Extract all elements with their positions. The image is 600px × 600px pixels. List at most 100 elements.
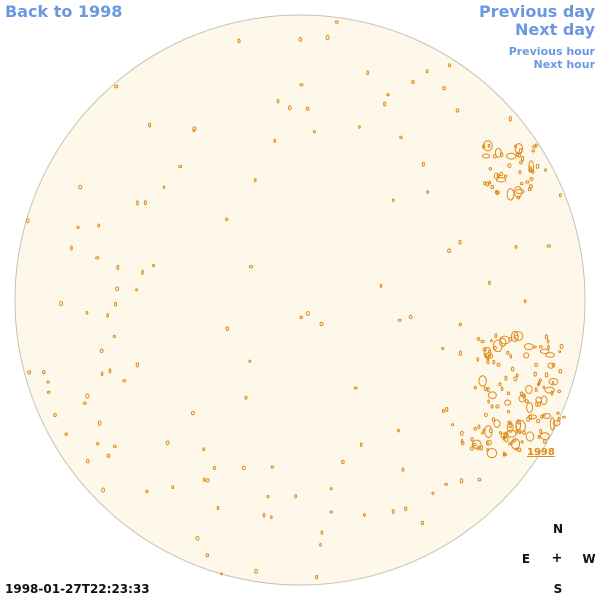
- contour-speck: [472, 442, 477, 447]
- contour-speck: [85, 311, 89, 315]
- contour-speck: [25, 218, 30, 224]
- contour-speck: [225, 326, 229, 331]
- contour-speck: [491, 417, 496, 422]
- contour-speck: [262, 512, 266, 518]
- contour-speck: [273, 138, 277, 143]
- contour-speck: [506, 391, 511, 396]
- contour-speck: [46, 380, 50, 384]
- contour-speck: [528, 184, 533, 189]
- contour-speck: [546, 339, 550, 344]
- contour-speck: [496, 362, 501, 367]
- contour-speck: [379, 283, 383, 288]
- contour-speck: [27, 370, 32, 375]
- contour-speck: [162, 185, 166, 189]
- contour-speck: [492, 359, 496, 365]
- contour-speck: [524, 399, 529, 404]
- contour-speck: [76, 225, 80, 230]
- contour-speck: [546, 244, 551, 248]
- contour-speck: [248, 359, 252, 363]
- contour-speck: [190, 410, 195, 416]
- contour-speck: [106, 313, 109, 318]
- contour-speck: [547, 362, 555, 369]
- contour-speck: [528, 160, 535, 173]
- contour-speck: [500, 386, 504, 392]
- contour-speck: [78, 184, 83, 190]
- contour-speck: [519, 391, 524, 396]
- contour-speck: [473, 426, 477, 431]
- contour-speck: [383, 101, 387, 107]
- contour-speck: [537, 434, 541, 439]
- contour-speck: [195, 535, 200, 541]
- contour-speck: [499, 335, 510, 345]
- solar-disk: [14, 14, 586, 586]
- contour-speck: [493, 339, 503, 353]
- contour-speck: [95, 442, 100, 446]
- contour-speck: [248, 265, 254, 269]
- contour-speck: [502, 435, 506, 441]
- contour-speck: [299, 83, 304, 87]
- contour-speck: [266, 494, 270, 499]
- contour-speck: [557, 416, 561, 421]
- contour-speck: [85, 458, 90, 464]
- next-hour-link[interactable]: Next hour: [533, 58, 596, 71]
- contour-speck: [391, 509, 395, 514]
- contour-speck: [540, 395, 548, 406]
- contour-speck: [544, 372, 549, 378]
- contour-speck: [495, 190, 499, 196]
- contour-speck: [517, 447, 522, 453]
- contour-speck: [539, 429, 543, 435]
- contour-speck: [115, 286, 120, 292]
- contour-speck: [494, 333, 498, 339]
- contour-speck: [539, 348, 550, 354]
- contour-speck: [548, 377, 559, 386]
- contour-speck: [511, 440, 514, 445]
- contour-speck: [122, 379, 127, 383]
- contour-speck: [397, 428, 400, 433]
- contour-speck: [508, 116, 512, 122]
- contour-speck: [411, 79, 415, 85]
- contour-speck: [513, 376, 518, 382]
- previous-day-link[interactable]: Previous day: [478, 2, 595, 21]
- back-to-year-link[interactable]: Back to 1998: [5, 2, 123, 21]
- contour-speck: [483, 386, 488, 392]
- contour-speck: [397, 318, 402, 322]
- contour-speck: [482, 347, 487, 352]
- contour-speck: [487, 391, 497, 400]
- contour-speck: [95, 256, 100, 260]
- contour-speck: [487, 349, 491, 354]
- contour-speck: [506, 429, 517, 438]
- contour-speck: [114, 84, 119, 89]
- contour-speck: [244, 395, 248, 400]
- contour-speck: [85, 393, 90, 399]
- contour-speck: [455, 108, 460, 113]
- contour-speck: [447, 248, 452, 254]
- contour-speck: [441, 346, 445, 350]
- region-link[interactable]: 1998: [527, 447, 555, 458]
- contour-speck: [254, 568, 258, 575]
- contour-speck: [518, 170, 522, 175]
- contour-speck: [447, 63, 452, 68]
- contour-speck: [531, 169, 535, 175]
- contour-speck: [514, 244, 518, 249]
- contour-speck: [544, 386, 555, 394]
- contour-speck: [481, 431, 484, 435]
- previous-hour-link[interactable]: Previous hour: [508, 45, 595, 58]
- contour-speck: [444, 482, 448, 486]
- contour-speck: [106, 453, 111, 458]
- contour-speck: [534, 143, 538, 148]
- contour-speck: [513, 438, 517, 443]
- contour-speck: [506, 422, 514, 433]
- contour-speck: [490, 184, 495, 190]
- contour-speck: [509, 353, 513, 359]
- compass-north: N: [552, 522, 564, 536]
- contour-speck: [329, 510, 334, 514]
- contour-speck: [112, 334, 116, 339]
- contour-speck: [319, 542, 322, 547]
- next-day-link[interactable]: Next day: [515, 20, 595, 39]
- contour-speck: [458, 350, 462, 356]
- contour-speck: [391, 198, 395, 202]
- contour-speck: [320, 530, 324, 535]
- contour-speck: [498, 382, 502, 387]
- contour-speck: [536, 418, 541, 424]
- contour-speck: [486, 447, 498, 459]
